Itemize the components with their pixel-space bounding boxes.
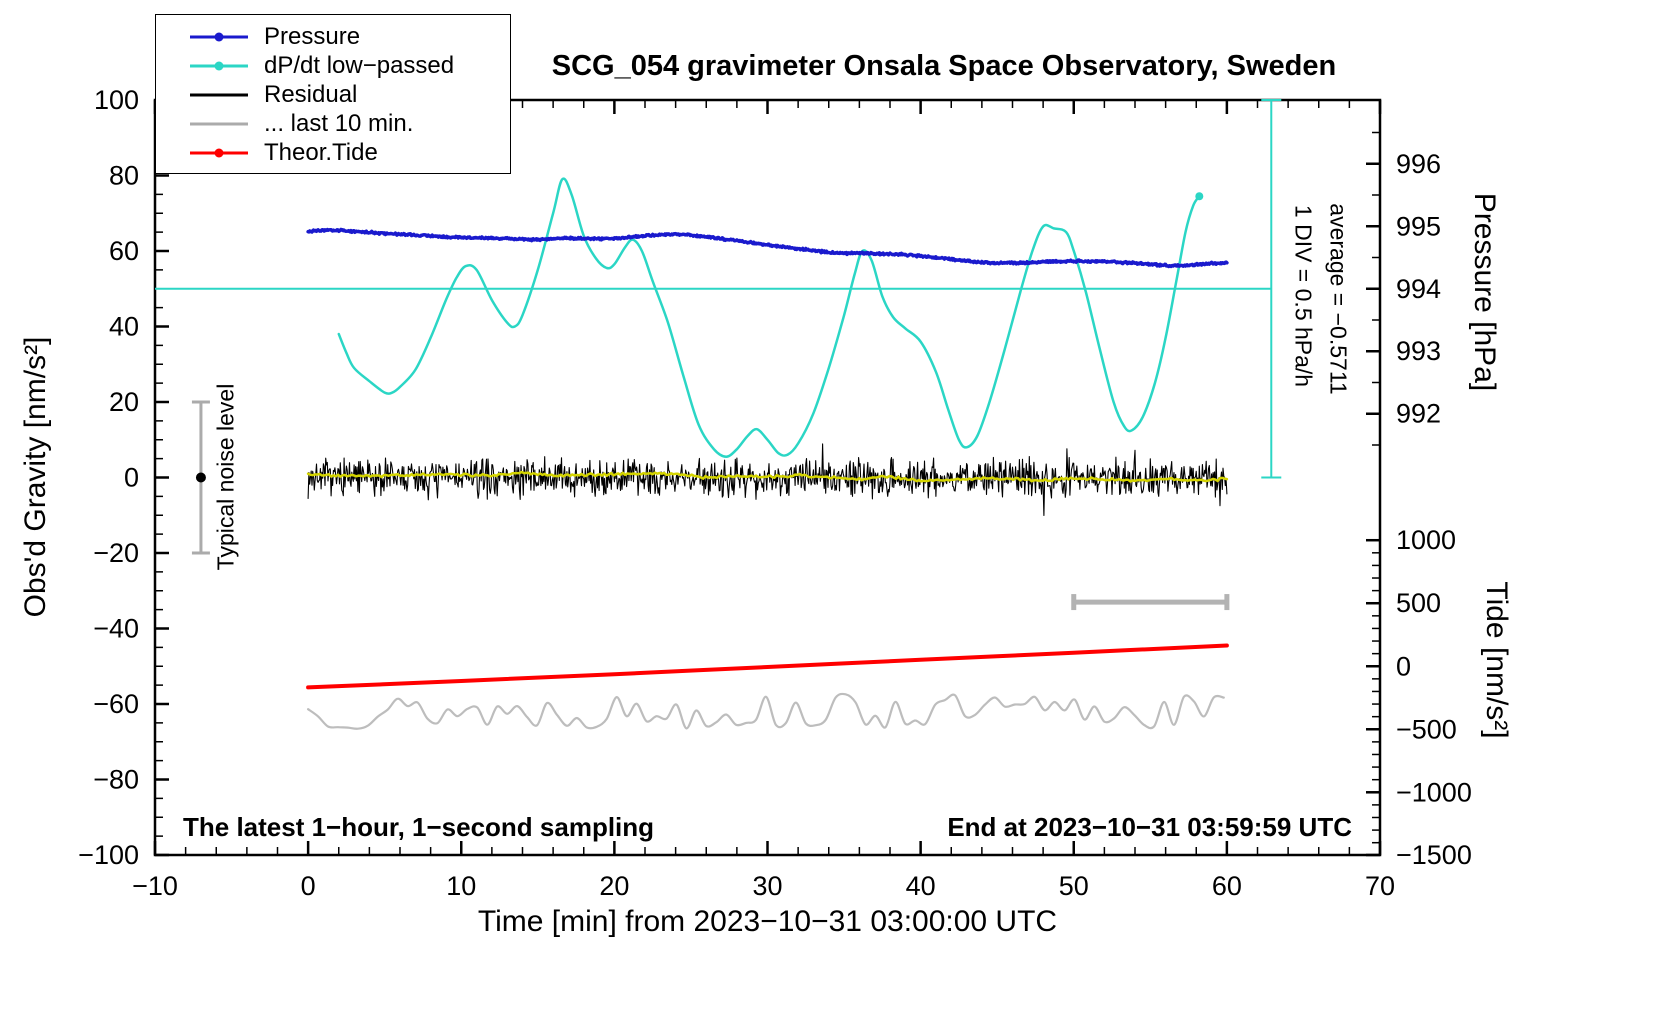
tick-label: 60 [109,236,139,266]
series-last10 [307,692,1225,730]
series-pressure [306,227,1229,269]
tick-label: 500 [1396,588,1441,618]
legend-item-label: ... last 10 min. [264,109,414,137]
tick-label: 70 [1365,871,1395,901]
tick-label: 20 [599,871,629,901]
tick-label: −1000 [1396,777,1472,807]
tick-label: 100 [94,85,139,115]
tick-label: 1000 [1396,525,1456,555]
series-residual_smooth [306,470,1229,483]
tick-label: 0 [1396,651,1411,681]
tick-label: −100 [78,840,139,870]
legend-item-label: Residual [264,80,358,108]
tick-label: −500 [1396,714,1457,744]
legend-item-label: Pressure [264,22,361,50]
tick-label: −60 [93,689,139,719]
series-tide [306,643,1229,690]
tick-label: 80 [109,161,139,191]
y-axis-label-tide: Tide [nm/s²] [1480,581,1513,739]
legend-line-dot-swatch [190,32,248,41]
y-axis-label-pressure: Pressure [hPa] [1468,192,1501,392]
legend-line-swatch [190,122,248,125]
tick-label: −10 [132,871,178,901]
x-axis-label: Time [min] from 2023−10−31 03:00:00 UTC [477,905,1058,938]
chart-title: SCG_054 gravimeter Onsala Space Observat… [551,50,1337,82]
tick-label: 992 [1396,399,1441,429]
series-dpdt-endpoint [1195,192,1204,201]
tick-label: 40 [109,312,139,342]
tick-label: 994 [1396,274,1441,304]
noise-level-label: Typical noise level [212,383,239,571]
legend-item: ... last 10 min. [156,109,510,138]
tick-label: 993 [1396,336,1441,366]
legend-item: Residual [156,80,510,109]
tick-label: −40 [93,614,139,644]
tick-label: −80 [93,765,139,795]
legend-item-label: Theor.Tide [264,138,378,166]
legend-item: dP/dt low−passed [156,51,510,80]
tick-label: 10 [446,871,476,901]
legend-line-dot-swatch [190,61,248,70]
tick-label: 20 [109,387,139,417]
tick-label: −20 [93,538,139,568]
legend-line-swatch [190,93,248,96]
tick-label: 0 [124,463,139,493]
noise-errorbar-dot [195,472,206,483]
y-axis-label-gravity: Obs'd Gravity [nm/s²] [19,336,52,618]
dpdt-scale-note: 1 DIV = 0.5 hPa/h [1290,204,1317,388]
tick-label: 0 [301,871,316,901]
end-time-note: End at 2023−10−31 03:59:59 UTC [947,812,1352,842]
tick-label: 60 [1212,871,1242,901]
tick-label: 30 [752,871,782,901]
tick-label: 996 [1396,149,1441,179]
tick-label: −1500 [1396,840,1472,870]
legend-item: Theor.Tide [156,138,510,167]
series-residual [307,443,1228,517]
tick-label: 995 [1396,211,1441,241]
sampling-note: The latest 1−hour, 1−second sampling [183,812,655,842]
legend-item-label: dP/dt low−passed [264,51,455,79]
tick-label: 40 [906,871,936,901]
legend-item: Pressure [156,22,510,51]
legend: Pressure dP/dt low−passed Residual... last… [155,14,511,174]
legend-line-dot-swatch [190,148,248,157]
series-dpdt [337,177,1201,458]
dpdt-average-note: average = −0.5711 [1325,203,1352,395]
tick-label: 50 [1059,871,1089,901]
